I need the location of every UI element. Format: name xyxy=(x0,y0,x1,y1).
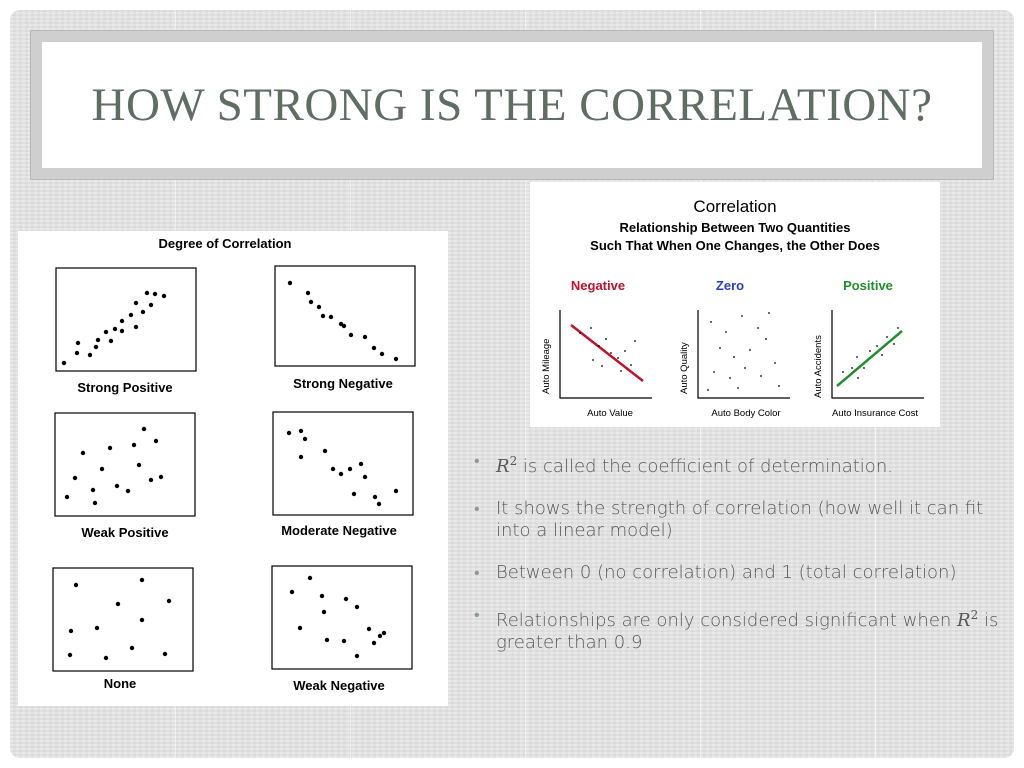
label-weak-positive: Weak Positive xyxy=(81,525,168,540)
bullet-list: R2 is called the coefficient of determin… xyxy=(465,450,1005,674)
scatter-points-strong-positive xyxy=(61,290,167,366)
r-squared-symbol: R2 xyxy=(496,454,518,477)
bullet-item: Between 0 (no correlation) and 1 (total … xyxy=(465,562,1005,584)
label-moderate-negative: Moderate Negative xyxy=(281,523,397,538)
points-negative xyxy=(579,327,636,372)
bullet-item: It shows the strength of correlation (ho… xyxy=(465,498,1005,542)
heading-zero: Zero xyxy=(716,278,744,293)
r-squared-symbol: R2 xyxy=(957,608,979,631)
xlabel-zero: Auto Body Color xyxy=(711,408,780,419)
slide: HOW STRONG IS THE CORRELATION? Degree of… xyxy=(10,10,1014,758)
correlation-subtitle-line1: Relationship Between Two Quantities xyxy=(620,220,851,235)
scatter-strong-positive: Strong Positive xyxy=(55,267,197,395)
points-positive xyxy=(842,327,899,379)
slide-title: HOW STRONG IS THE CORRELATION? xyxy=(91,79,933,131)
degree-of-correlation-figure: Degree of Correlation Strong Positive xyxy=(18,231,448,706)
scatter-points-weak-positive xyxy=(64,426,164,506)
heading-positive: Positive xyxy=(843,278,893,293)
plot-positive: Positive Auto Accidents Auto Insurance C… xyxy=(813,278,924,419)
scatter-weak-negative: Weak Negative xyxy=(271,565,413,693)
xlabel-positive: Auto Insurance Cost xyxy=(832,408,918,419)
correlation-subtitle-line2: Such That When One Changes, the Other Do… xyxy=(590,238,880,253)
xlabel-negative: Auto Value xyxy=(587,408,633,419)
scatter-points-strong-negative xyxy=(287,280,399,362)
scatter-weak-positive: Weak Positive xyxy=(54,412,196,540)
scatter-moderate-negative: Moderate Negative xyxy=(272,411,414,538)
degree-figure-title: Degree of Correlation xyxy=(159,236,292,251)
points-zero xyxy=(707,312,780,391)
heading-negative: Negative xyxy=(571,278,625,293)
plot-negative: Negative Auto Mileage Auto Value xyxy=(541,278,652,419)
ylabel-positive: Auto Accidents xyxy=(813,335,824,398)
scatter-points-weak-negative xyxy=(289,575,387,659)
scatter-none: None xyxy=(52,567,194,691)
ylabel-negative: Auto Mileage xyxy=(541,339,552,394)
bullet-item: Relationships are only considered signif… xyxy=(465,604,1005,654)
scatter-points-none xyxy=(67,577,172,661)
ylabel-zero: Auto Quality xyxy=(679,342,690,394)
scatter-points-moderate-negative xyxy=(286,428,399,507)
correlation-types-figure: Correlation Relationship Between Two Qua… xyxy=(530,182,940,427)
title-frame: HOW STRONG IS THE CORRELATION? xyxy=(30,30,994,180)
scatter-strong-negative: Strong Negative xyxy=(274,265,416,391)
label-none: None xyxy=(104,676,137,691)
label-strong-negative: Strong Negative xyxy=(293,376,393,391)
plot-zero: Zero Auto Quality Auto Body Color xyxy=(679,278,790,419)
bullet-item: R2 is called the coefficient of determin… xyxy=(465,450,1005,478)
label-strong-positive: Strong Positive xyxy=(77,380,172,395)
label-weak-negative: Weak Negative xyxy=(293,678,385,693)
correlation-figure-title: Correlation xyxy=(693,197,776,216)
title-box: HOW STRONG IS THE CORRELATION? xyxy=(42,42,982,168)
